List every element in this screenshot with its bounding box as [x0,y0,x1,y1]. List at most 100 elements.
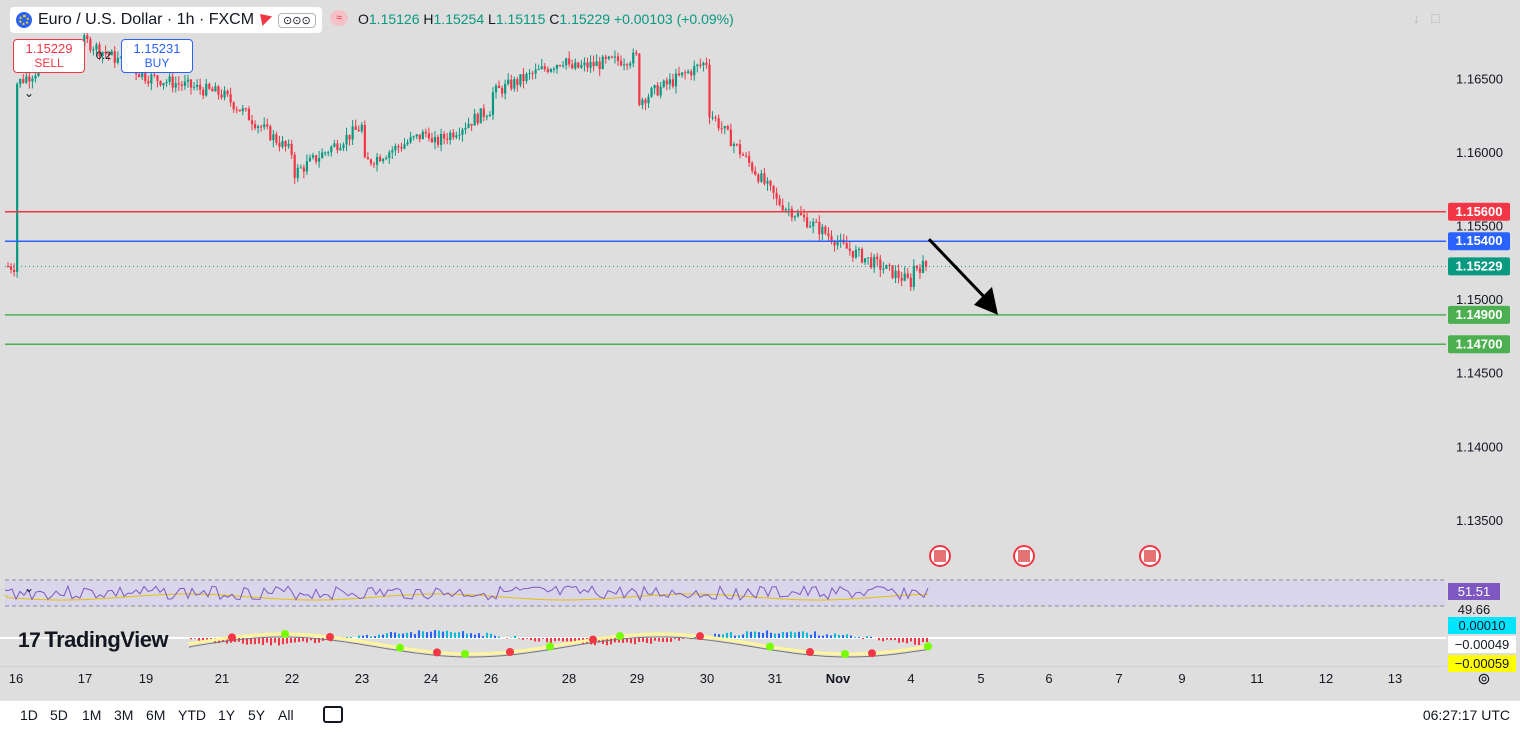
range-button-all[interactable]: All [278,707,294,723]
range-button-6m[interactable]: 6M [146,707,165,723]
high-label: H [423,11,433,27]
toolbar-icons[interactable]: ↓ □ [1413,10,1440,26]
candle-body [443,134,445,139]
range-button-1d[interactable]: 1D [20,707,38,723]
histogram-bar [194,638,196,639]
range-button-3m[interactable]: 3M [114,707,133,723]
candle-body [376,157,378,165]
candle-body [169,76,171,81]
ohlc-legend: ≈ O1.15126 H1.15254 L1.15115 C1.15229 +0… [358,11,734,27]
histogram-bar [410,632,412,638]
candle-body [776,193,778,199]
candle-body [269,126,271,140]
candle-body [230,94,232,102]
candle-body [461,130,463,135]
level-price-label: 1.15229 [1456,258,1503,273]
candle-body [431,138,433,142]
low-value: 1.15115 [496,11,546,27]
histogram-bar [270,638,272,645]
candle-body [779,199,781,205]
candle-body [611,57,613,58]
histogram-bar [886,638,888,640]
flag-icon[interactable] [260,14,272,26]
sell-button[interactable]: 1.15229 SELL [13,39,85,73]
candle-body [284,141,286,146]
candle-body [373,164,375,165]
candle-body [202,90,204,96]
candle-body [144,73,146,82]
time-tick-label: 12 [1319,671,1333,686]
range-button-5d[interactable]: 5D [50,707,68,723]
candle-body [10,267,12,270]
candle-body [483,108,485,116]
calendar-icon[interactable] [323,706,343,723]
histogram-bar [458,632,460,638]
histogram-bar [518,638,520,639]
candle-body [718,118,720,128]
candle-body [901,278,903,281]
candle-body [721,128,723,129]
histogram-bar [566,638,568,641]
time-tick-label: 5 [977,671,984,686]
candle-body [660,87,662,95]
buy-button[interactable]: 1.15231 BUY [121,39,193,73]
symbol-header[interactable]: Euro / U.S. Dollar · 1h · FXCM ⊙⊙⊙ [10,7,322,33]
histogram-bar [806,633,808,638]
histogram-bar [262,638,264,645]
candle-body [623,64,625,65]
time-tick-label: 29 [630,671,644,686]
histogram-bar [762,633,764,638]
chart-canvas[interactable]: 1.165001.160001.155001.150001.145001.140… [0,0,1520,700]
range-button-ytd[interactable]: YTD [178,707,206,723]
candle-body [370,159,372,163]
histogram-bar [650,638,652,644]
histogram-bar [918,638,920,645]
histogram-bar [534,638,536,641]
candle-body [654,85,656,88]
candle-body [803,215,805,217]
candle-body [449,133,451,140]
candle-body [504,84,506,94]
candle-body [891,265,893,278]
range-button-1y[interactable]: 1Y [218,707,235,723]
osc-dot-green [616,632,624,640]
histogram-bar [902,638,904,642]
symbol-title[interactable]: Euro / U.S. Dollar · 1h · FXCM [38,11,254,29]
candle-body [528,73,530,74]
candle-body [571,64,573,68]
candle-body [318,158,320,161]
candle-body [824,227,826,234]
histogram-bar [434,630,436,638]
histogram-bar [514,636,516,638]
candle-body [333,143,335,146]
candle-body [538,69,540,70]
candle-body [498,86,500,88]
event-flag-icon [1018,550,1030,562]
histogram-bar [858,637,860,638]
wave-icon[interactable]: ≈ [330,10,348,26]
candle-body [138,74,140,77]
range-button-5y[interactable]: 5Y [248,707,265,723]
candle-body [876,257,878,260]
indicator-chevron-icon[interactable]: ⌄ [24,581,34,595]
candle-body [583,62,585,65]
candle-body [410,137,412,142]
candle-body [620,61,622,65]
histogram-bar [554,638,556,641]
candle-body [547,69,549,72]
histogram-bar [914,638,916,645]
candle-body [507,80,509,84]
collapse-chevron-icon[interactable]: ⌄ [24,86,34,100]
candle-body [211,89,213,92]
candle-body [327,152,329,153]
histogram-bar [482,636,484,638]
candle-body [193,87,195,88]
candle-body [309,158,311,162]
candle-body [711,117,713,118]
candle-body [28,77,30,82]
candle-body [586,62,588,67]
range-button-1m[interactable]: 1M [82,707,101,723]
more-options-icon[interactable]: ⊙⊙⊙ [278,13,316,28]
histogram-bar [454,633,456,638]
